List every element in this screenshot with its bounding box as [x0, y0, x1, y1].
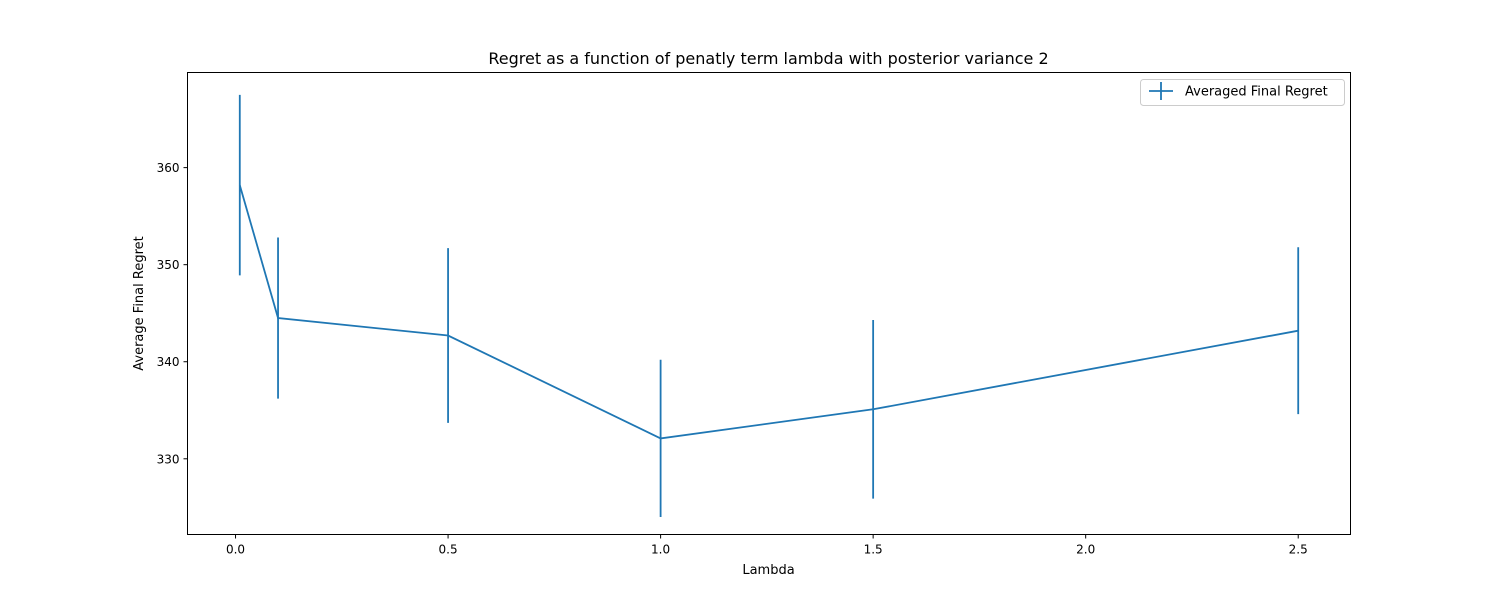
x-tick-label: 0.0: [226, 543, 245, 557]
x-tick-label: 0.5: [439, 543, 458, 557]
series-line-0: [238, 184, 1299, 440]
legend-box: [1140, 79, 1345, 106]
y-axis: 330 340 350 360: [157, 161, 188, 466]
x-tick-label: 2.0: [1076, 543, 1095, 557]
y-tick-label: 350: [157, 258, 180, 272]
legend: Averaged Final Regret: [1140, 79, 1345, 106]
x-tick-label: 1.0: [651, 543, 670, 557]
x-tick-label: 2.5: [1289, 543, 1308, 557]
y-tick-label: 340: [157, 355, 180, 369]
chart-title: Regret as a function of penatly term lam…: [488, 49, 1048, 68]
legend-label: Averaged Final Regret: [1185, 85, 1328, 100]
y-axis-label: Average Final Regret: [132, 236, 147, 370]
y-tick-label: 360: [157, 161, 180, 175]
y-tick-label: 330: [157, 452, 180, 466]
plot-area: [238, 94, 1300, 518]
plot-frame: [187, 72, 1351, 535]
x-axis-label: Lambda: [742, 563, 794, 578]
x-tick-label: 1.5: [864, 543, 883, 557]
x-axis: 0.0 0.5 1.0 1.5 2.0 2.5: [226, 534, 1308, 557]
